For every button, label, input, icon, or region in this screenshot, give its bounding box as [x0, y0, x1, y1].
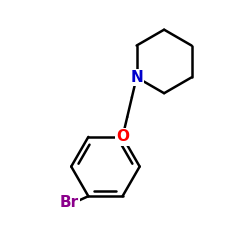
Text: N: N [130, 70, 143, 85]
Text: Br: Br [59, 195, 78, 210]
Text: O: O [116, 130, 129, 144]
